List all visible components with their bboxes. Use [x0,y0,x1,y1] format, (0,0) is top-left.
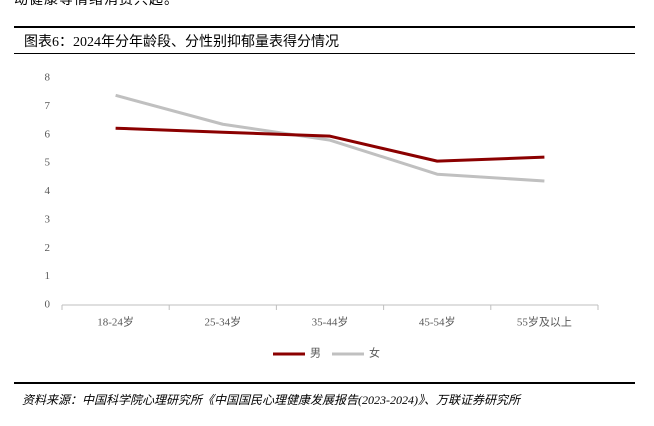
x-tick-label: 35-44岁 [312,315,349,329]
y-tick-label: 3 [45,213,51,225]
y-tick-label: 2 [45,242,51,254]
y-tick-label: 7 [45,100,51,112]
y-tick-label: 0 [45,299,51,311]
rule [14,382,635,384]
line-series [115,126,545,163]
legend-label: 女 [369,346,380,360]
x-tick-label: 55岁及以上 [517,315,572,329]
source-note: 资料来源：中国科学院心理研究所《中国国民心理健康发展报告(2023-2024)》… [22,393,520,407]
legend-label: 男 [310,348,321,360]
y-tick-label: 8 [45,72,51,84]
x-tick-label: 45-54岁 [419,315,456,329]
x-tick-label: 25-34岁 [204,315,241,329]
y-tick-label: 5 [45,157,51,169]
rule [14,53,635,54]
y-tick-label: 1 [45,270,51,282]
chart-title: 图表6：2024年分年龄段、分性别抑郁量表得分情况 [24,35,339,50]
line-series [115,93,545,183]
y-tick-label: 4 [45,185,51,197]
rule [14,26,635,28]
top-text: 动健康等情绪消费兴起。 [14,0,179,8]
y-tick-label: 6 [45,128,51,140]
x-tick-label: 18-24岁 [97,315,134,329]
